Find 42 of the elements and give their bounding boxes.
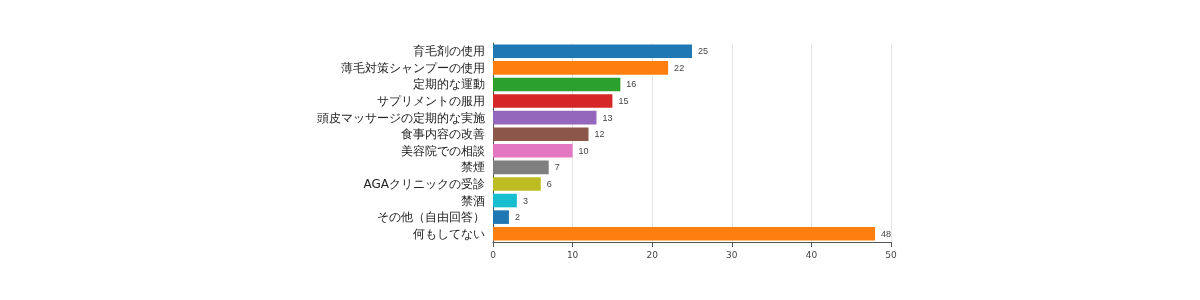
bar	[493, 177, 541, 191]
y-tick-label: 薄毛対策シャンプーの使用	[341, 60, 485, 75]
y-tick-label: 禁煙	[461, 160, 485, 175]
y-tick-label: 頭皮マッサージの定期的な実施	[317, 110, 485, 125]
bar	[493, 226, 876, 241]
y-tick-label: 禁酒	[461, 193, 485, 208]
y-tick-label: その他（自由回答）	[377, 210, 485, 225]
bar	[493, 210, 509, 224]
bar	[493, 61, 669, 75]
bar	[493, 160, 549, 175]
bar	[493, 44, 692, 59]
x-tick-label: 20	[646, 249, 659, 260]
bar	[493, 94, 613, 108]
x-tick-label: 10	[566, 249, 579, 260]
y-tick-label: 定期的な運動	[413, 77, 485, 92]
data-label: 25	[698, 46, 709, 57]
x-tick-label: 40	[805, 249, 818, 260]
data-label: 22	[674, 62, 685, 73]
y-tick-label: 育毛剤の使用	[413, 44, 485, 59]
bar	[493, 127, 589, 142]
y-tick-label: 食事内容の改善	[401, 127, 485, 142]
bar	[493, 193, 517, 208]
data-label: 13	[602, 112, 613, 123]
bar	[493, 143, 573, 158]
y-tick-label: AGAクリニックの受診	[363, 176, 485, 191]
x-tick-label: 50	[885, 249, 897, 260]
x-tick-label: 0	[490, 249, 497, 260]
bar	[493, 110, 597, 125]
y-tick-label: 何もしてない	[413, 226, 485, 241]
data-label: 3	[522, 195, 528, 206]
data-label: 48	[881, 228, 892, 239]
x-tick-label: 30	[726, 249, 738, 260]
data-label: 6	[546, 178, 552, 189]
data-label: 10	[578, 145, 589, 156]
data-label: 15	[618, 96, 629, 107]
bar	[493, 77, 621, 92]
y-tick-label: 美容院での相談	[401, 143, 485, 158]
data-label: 7	[554, 162, 560, 173]
y-tick-label: サプリメントの服用	[377, 94, 485, 109]
data-label: 16	[626, 79, 637, 90]
data-label: 12	[594, 129, 605, 140]
data-label: 2	[514, 212, 520, 223]
